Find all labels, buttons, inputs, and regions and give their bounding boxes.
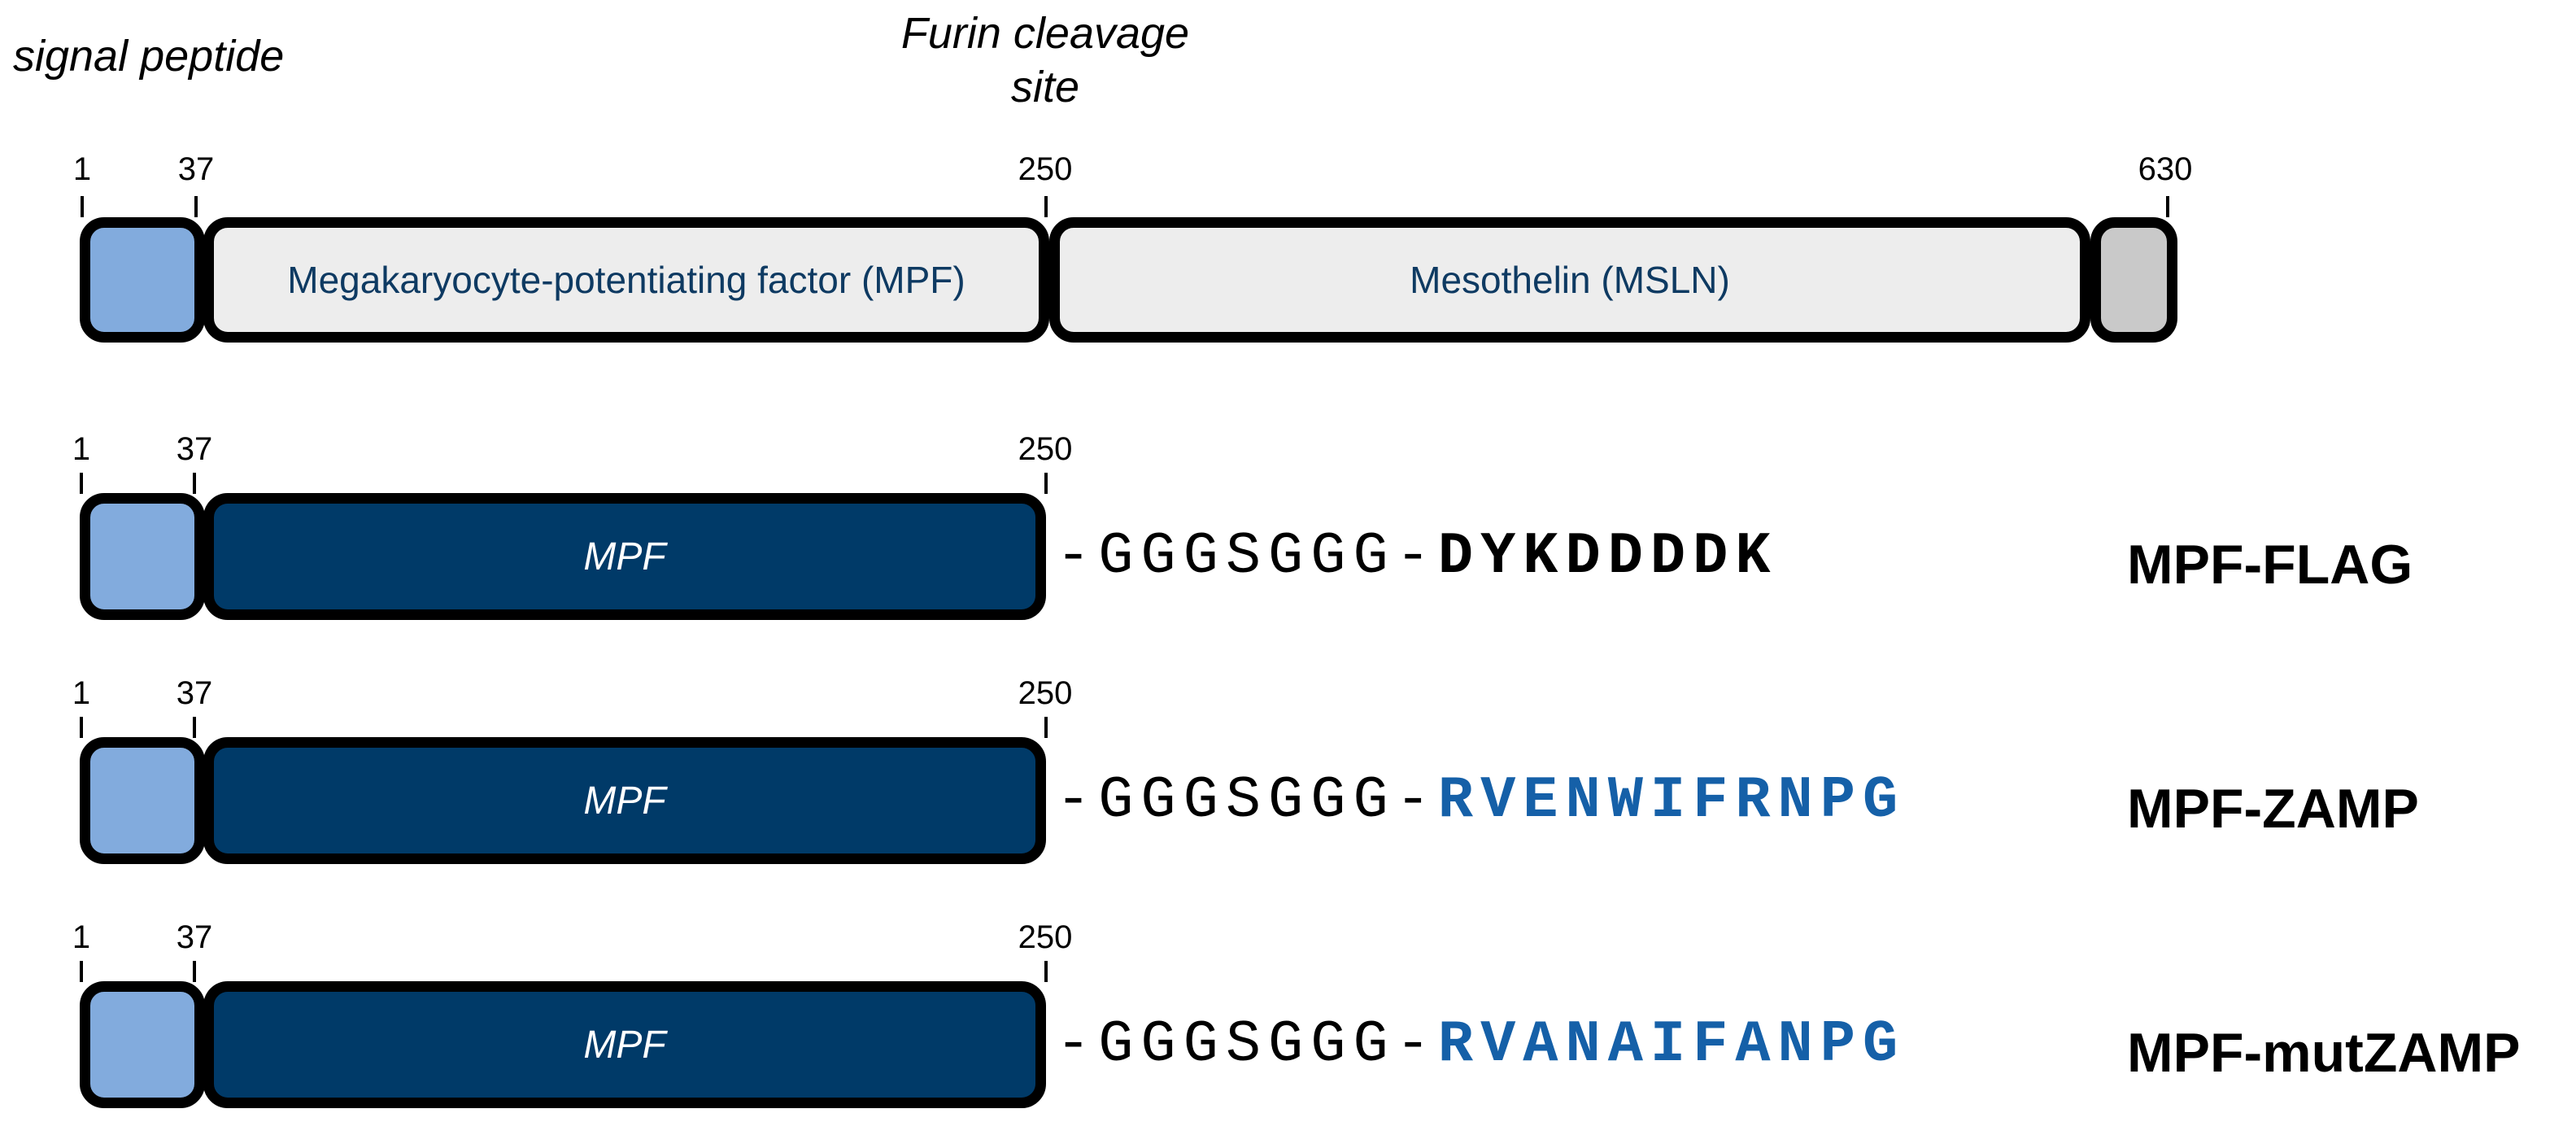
tick-mark-630 — [2166, 196, 2169, 217]
signal-peptide-box — [80, 737, 205, 864]
position-label-250: 250 — [1018, 919, 1073, 955]
tag-sequence: RVANAIFANPG — [1437, 1011, 1906, 1078]
linker-sequence: -GGGSGGG- — [1056, 523, 1438, 590]
mpf-domain-label: MPF — [583, 1023, 666, 1067]
position-label-1: 1 — [72, 675, 91, 711]
position-label-1: 1 — [72, 919, 91, 955]
c-terminal-box — [2090, 217, 2177, 343]
mpf-domain-label: MPF — [583, 535, 666, 578]
furin-cleavage-annotation: Furin cleavage site — [842, 7, 1249, 114]
construct-name: MPF-FLAG — [2127, 534, 2413, 596]
tag-sequence: DYKDDDDK — [1437, 523, 1778, 590]
position-label-250: 250 — [1018, 151, 1073, 187]
furin-cleavage-line2: site — [1010, 63, 1080, 111]
linker-sequence: -GGGSGGG- — [1056, 1011, 1438, 1078]
tick-mark-1 — [80, 473, 83, 494]
position-label-37: 37 — [176, 675, 213, 711]
tick-mark-37 — [193, 961, 196, 982]
tick-mark-1 — [80, 961, 83, 982]
position-label-630: 630 — [2138, 151, 2193, 187]
tick-mark-1 — [80, 717, 83, 738]
position-label-1: 1 — [72, 431, 91, 467]
sequence-text: -GGGSGGG-DYKDDDDK — [1056, 523, 1778, 590]
mpf-domain-box: MPF — [203, 981, 1046, 1108]
tick-mark-250 — [1044, 961, 1048, 982]
mpf-domain-box: MPF — [203, 493, 1046, 620]
sequence-text: -GGGSGGG-RVANAIFANPG — [1056, 1011, 1905, 1078]
msln-domain-box: Mesothelin (MSLN) — [1049, 217, 2090, 343]
msln-domain-label: Mesothelin (MSLN) — [1410, 259, 1730, 301]
position-label-250: 250 — [1018, 675, 1073, 711]
tick-mark-1 — [81, 196, 84, 217]
position-label-37: 37 — [176, 431, 213, 467]
signal-peptide-box — [80, 981, 205, 1108]
position-label-37: 37 — [177, 151, 215, 187]
tag-sequence: RVENWIFRNPG — [1437, 767, 1906, 834]
signal-peptide-box — [80, 493, 205, 620]
tick-mark-37 — [194, 196, 198, 217]
tick-mark-250 — [1044, 717, 1048, 738]
mpf-domain-label: MPF — [583, 779, 666, 823]
linker-sequence: -GGGSGGG- — [1056, 767, 1438, 834]
sequence-text: -GGGSGGG-RVENWIFRNPG — [1056, 767, 1905, 834]
mpf-domain-label: Megakaryocyte-potentiating factor (MPF) — [287, 259, 965, 301]
construct-name: MPF-ZAMP — [2127, 778, 2419, 840]
signal-peptide-annotation: signal peptide — [13, 32, 285, 81]
tick-mark-37 — [193, 473, 196, 494]
furin-cleavage-line1: Furin cleavage — [900, 9, 1190, 58]
position-label-250: 250 — [1018, 431, 1073, 467]
signal-peptide-box — [80, 217, 205, 343]
mpf-domain-box: Megakaryocyte-potentiating factor (MPF) — [203, 217, 1049, 343]
mpf-domain-box: MPF — [203, 737, 1046, 864]
position-label-37: 37 — [176, 919, 213, 955]
tick-mark-37 — [193, 717, 196, 738]
position-label-1: 1 — [72, 151, 92, 187]
tick-mark-250 — [1044, 196, 1048, 217]
construct-name: MPF-mutZAMP — [2127, 1022, 2521, 1084]
tick-mark-250 — [1044, 473, 1048, 494]
